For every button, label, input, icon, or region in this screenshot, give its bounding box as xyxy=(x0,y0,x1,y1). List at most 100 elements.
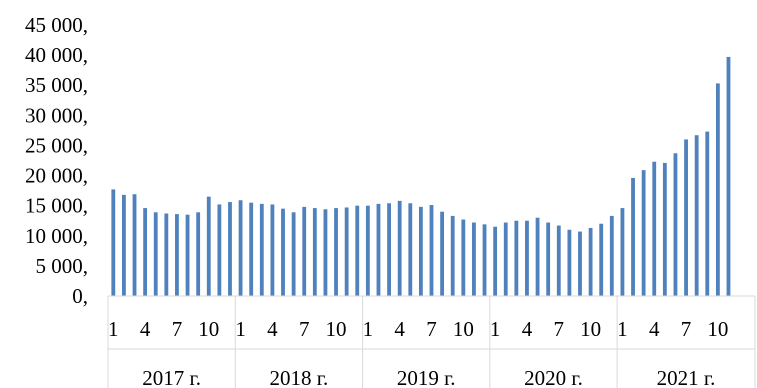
month-tick-label: 7 xyxy=(299,317,310,341)
month-tick-label: 1 xyxy=(235,317,246,341)
month-tick-label: 1 xyxy=(490,317,501,341)
bar xyxy=(440,211,445,296)
bar xyxy=(715,83,720,296)
year-label: 2017 г. xyxy=(142,366,201,388)
bar xyxy=(588,227,593,296)
month-tick-label: 1 xyxy=(363,317,374,341)
bar xyxy=(376,203,381,296)
bar xyxy=(418,206,423,296)
month-tick-label: 7 xyxy=(681,317,692,341)
bar xyxy=(525,220,529,296)
x-axis xyxy=(107,295,756,388)
bar xyxy=(185,214,190,296)
year-label: 2018 г. xyxy=(270,366,329,388)
month-tick-label: 10 xyxy=(453,317,474,341)
bar xyxy=(726,56,731,296)
bar xyxy=(461,219,466,296)
month-tick-label: 7 xyxy=(426,317,437,341)
bar xyxy=(238,200,243,296)
month-tick-label: 1 xyxy=(108,317,119,341)
month-tick-label: 4 xyxy=(267,317,278,341)
bar xyxy=(641,170,646,296)
bar xyxy=(355,205,360,296)
bar xyxy=(482,224,487,296)
bar xyxy=(111,189,116,296)
month-tick-labels: 1 4 7 10 1 4 7 10 1 4 7 10 1 4 7 10 1 4 7 10 xyxy=(108,317,728,341)
bar xyxy=(652,161,657,296)
bar xyxy=(429,205,434,296)
year-label: 2019 г. xyxy=(397,366,456,388)
bar xyxy=(344,207,349,296)
bar xyxy=(143,208,148,296)
bar xyxy=(153,212,158,296)
y-tick-label: 5 000, xyxy=(36,254,89,278)
bar xyxy=(132,194,137,296)
y-tick-label: 35 000, xyxy=(25,73,88,97)
y-axis-tick-labels: 0, 5 000, 10 000, 15 000, 20 000, 25 000, 30 0… xyxy=(25,13,88,308)
bar xyxy=(567,229,572,296)
bar xyxy=(694,135,699,296)
bar xyxy=(684,139,688,296)
year-label: 2020 г. xyxy=(524,366,583,388)
bar xyxy=(493,226,498,296)
y-tick-label: 25 000, xyxy=(25,133,88,157)
bar xyxy=(397,200,402,296)
bar xyxy=(206,196,211,296)
bar xyxy=(609,215,614,296)
year-label: 2021 г. xyxy=(657,366,716,388)
bar xyxy=(365,205,370,296)
bar xyxy=(535,217,540,296)
bar xyxy=(228,202,232,296)
bar xyxy=(472,222,476,296)
month-tick-label: 1 xyxy=(617,317,628,341)
bar xyxy=(546,222,551,296)
bar xyxy=(249,202,254,296)
bar xyxy=(556,225,561,296)
month-tick-label: 10 xyxy=(707,317,728,341)
month-tick-label: 10 xyxy=(198,317,219,341)
y-tick-label: 20 000, xyxy=(25,164,88,188)
bar xyxy=(270,204,275,296)
bar xyxy=(599,223,604,296)
bar xyxy=(673,153,678,296)
bar xyxy=(281,208,285,296)
bar xyxy=(662,162,667,296)
bar xyxy=(323,209,328,296)
bar xyxy=(164,213,169,296)
bar xyxy=(387,203,391,296)
month-tick-label: 7 xyxy=(554,317,565,341)
y-tick-label: 10 000, xyxy=(25,224,88,248)
bar xyxy=(408,203,413,296)
bars xyxy=(111,56,731,296)
month-tick-label: 4 xyxy=(394,317,405,341)
bar xyxy=(450,215,455,296)
bar xyxy=(620,208,625,296)
bar xyxy=(302,206,307,296)
bar xyxy=(578,231,582,296)
month-tick-label: 7 xyxy=(172,317,183,341)
month-tick-label: 10 xyxy=(326,317,347,341)
y-tick-label: 40 000, xyxy=(25,43,88,67)
bar xyxy=(291,212,296,296)
bar xyxy=(503,222,508,296)
bar xyxy=(217,204,222,296)
y-tick-label: 0, xyxy=(72,284,88,308)
month-tick-label: 4 xyxy=(522,317,533,341)
bar xyxy=(196,212,201,296)
y-tick-label: 45 000, xyxy=(25,13,88,37)
bar xyxy=(259,203,264,296)
y-tick-label: 30 000, xyxy=(25,103,88,127)
year-labels: 2017 г. 2018 г. 2019 г. 2020 г. 2021 г. xyxy=(142,366,715,388)
bar xyxy=(122,194,126,296)
bar xyxy=(312,208,317,296)
bar xyxy=(175,214,179,296)
month-tick-label: 4 xyxy=(649,317,660,341)
month-tick-label: 10 xyxy=(580,317,601,341)
bar xyxy=(514,220,519,296)
bar xyxy=(705,131,710,296)
month-tick-label: 4 xyxy=(140,317,151,341)
y-tick-label: 15 000, xyxy=(25,194,88,218)
bar xyxy=(631,177,635,296)
bar xyxy=(334,208,338,296)
